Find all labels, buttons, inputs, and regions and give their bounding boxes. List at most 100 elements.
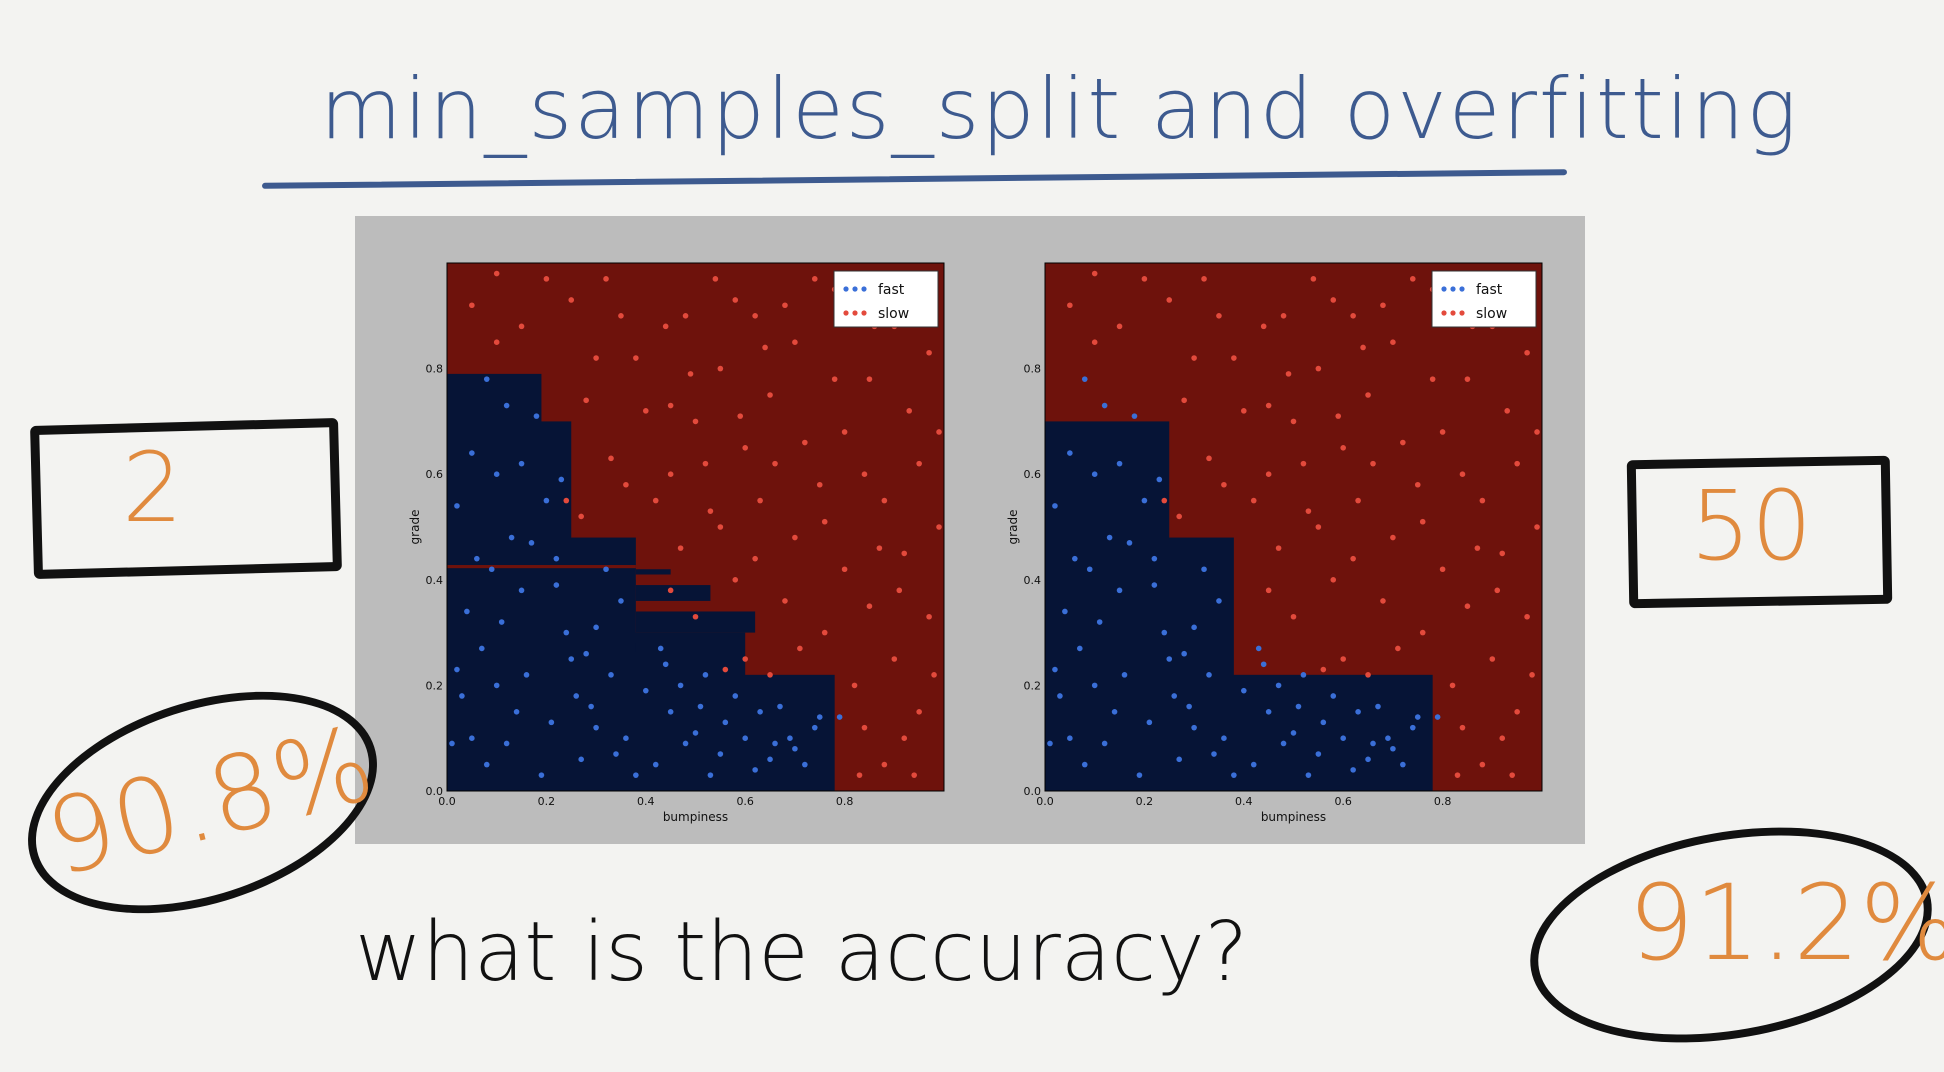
legend-marker <box>1459 286 1465 292</box>
x-tick-label: 0.0 <box>438 795 456 808</box>
fast-point <box>697 703 704 710</box>
slow-point <box>931 672 937 678</box>
legend-marker <box>852 310 858 316</box>
x-tick-label: 0.2 <box>1136 795 1154 808</box>
slow-point <box>1474 545 1481 551</box>
slow-point <box>618 313 624 319</box>
fast-point <box>493 682 500 689</box>
x-tick-label: 0.8 <box>836 795 854 808</box>
slow-point <box>816 481 823 488</box>
slow-point <box>1241 408 1247 414</box>
slow-point <box>1265 402 1272 409</box>
plot-frame <box>446 262 945 792</box>
slow-point <box>608 455 614 462</box>
fast-point <box>469 735 475 741</box>
fast-point <box>1081 761 1088 768</box>
slow-point <box>1499 550 1506 557</box>
slow-point <box>563 497 570 504</box>
fast-point <box>1191 724 1197 731</box>
slow-point <box>1290 613 1297 620</box>
slow-point <box>1529 672 1535 678</box>
fast-point <box>1260 661 1267 668</box>
slow-point <box>1305 508 1312 514</box>
fast-point <box>1091 682 1098 689</box>
fast-point <box>1385 735 1391 741</box>
slow-point <box>677 545 684 551</box>
fast-point <box>464 608 470 615</box>
fast-point <box>811 724 818 731</box>
slow-point <box>578 513 584 520</box>
fast-point <box>454 503 460 509</box>
y-tick-label: 0.2 <box>426 679 444 692</box>
fast-point <box>623 735 629 741</box>
slow-point <box>1221 481 1227 488</box>
slow-point <box>717 524 724 530</box>
fast-point <box>1086 566 1093 573</box>
fast-point <box>836 714 843 720</box>
slow-point <box>1509 772 1515 778</box>
slow-point <box>493 270 500 277</box>
fast-point <box>1290 730 1297 736</box>
fast-point <box>1320 719 1327 726</box>
fast-point <box>1221 735 1227 741</box>
fast-point <box>573 693 580 699</box>
slow-point <box>767 392 773 398</box>
fast-point <box>593 624 599 631</box>
fast-decision-region <box>1045 421 1170 791</box>
slow-point <box>1181 397 1187 404</box>
y-axis-label: grade <box>1006 510 1020 545</box>
slow-point <box>1330 577 1337 583</box>
fast-point <box>1295 703 1302 710</box>
slow-point <box>861 471 868 477</box>
fast-point <box>518 460 525 467</box>
slow-point <box>1439 429 1446 435</box>
fast-point <box>1305 772 1312 778</box>
slow-point <box>702 460 709 467</box>
slow-point <box>722 666 729 673</box>
slow-point <box>583 397 589 404</box>
fast-point <box>742 735 748 741</box>
slow-point <box>652 497 659 504</box>
slow-point <box>866 376 873 382</box>
legend-marker <box>861 310 867 316</box>
fast-point <box>752 767 758 773</box>
slow-point <box>1091 270 1098 277</box>
slow-point <box>1390 339 1396 345</box>
slow-point <box>568 297 575 303</box>
y-tick-label: 0.4 <box>426 574 444 587</box>
slow-point <box>1409 276 1416 282</box>
slow-point <box>1514 460 1520 467</box>
fast-point <box>1340 735 1346 741</box>
legend-label-fast: fast <box>878 282 905 298</box>
slow-point <box>1449 682 1456 689</box>
slow-point <box>881 761 888 768</box>
fast-point <box>772 740 778 747</box>
fast-point <box>777 703 783 710</box>
slow-point <box>1464 376 1471 382</box>
fast-point <box>1052 503 1058 509</box>
fast-point <box>1151 582 1158 588</box>
right-accuracy: 91.2% <box>1628 862 1944 984</box>
fast-point <box>1047 740 1053 747</box>
fast-point <box>662 661 669 668</box>
fast-point <box>1434 714 1441 720</box>
left-param-box <box>30 417 342 580</box>
fast-point <box>528 540 535 546</box>
fast-point <box>1409 724 1416 731</box>
fast-decision-region <box>635 585 711 601</box>
fast-point <box>1081 376 1088 382</box>
legend-marker <box>852 286 858 292</box>
fast-point <box>1101 402 1108 409</box>
plot-frame <box>1044 262 1543 792</box>
slow-point <box>1340 445 1346 451</box>
legend-marker <box>1459 310 1465 316</box>
slow-point <box>593 355 599 361</box>
fast-point <box>802 761 808 768</box>
slow-point <box>1265 587 1272 594</box>
y-tick-label: 0.8 <box>1024 363 1042 376</box>
fast-point <box>1156 476 1163 483</box>
slow-point <box>742 656 748 662</box>
title-underline <box>262 169 1567 189</box>
fast-point <box>1250 761 1257 768</box>
slow-point <box>782 598 788 604</box>
